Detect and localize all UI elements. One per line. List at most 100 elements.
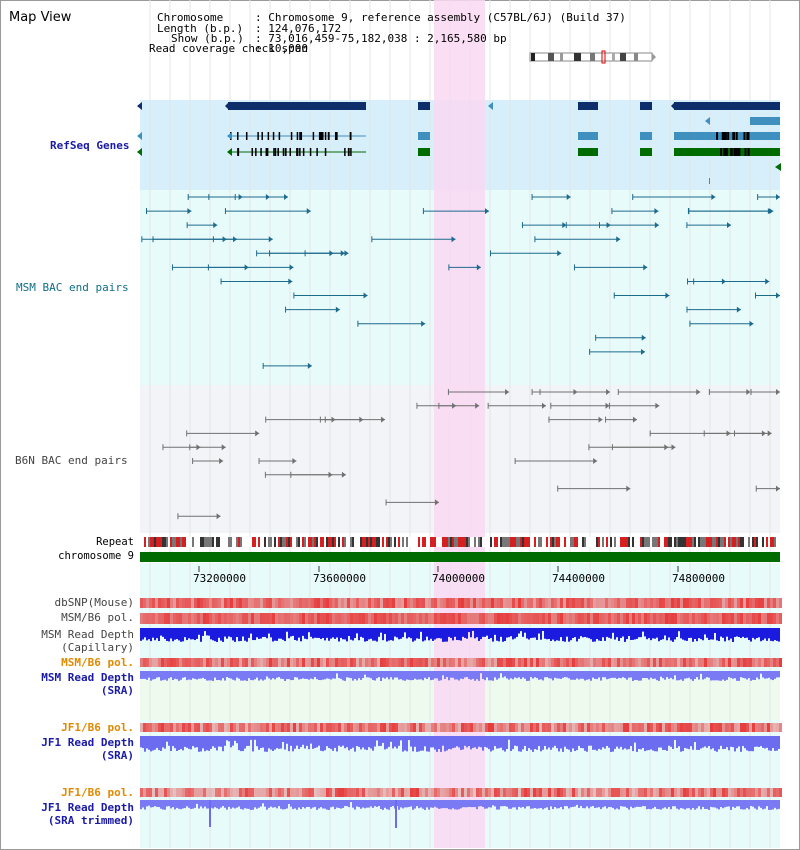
b6n-bac-label[interactable]: B6N BAC end pairs xyxy=(15,454,128,467)
repeat-mark xyxy=(494,537,496,547)
bac-end xyxy=(284,194,289,200)
heat-cell xyxy=(755,723,758,732)
repeat-mark xyxy=(232,537,234,547)
heat-cell xyxy=(251,598,254,608)
heat-cell xyxy=(191,723,194,732)
heat-cell xyxy=(467,598,470,608)
depth-bar xyxy=(164,800,166,810)
depth-bar xyxy=(350,671,352,679)
heat-cell xyxy=(374,598,377,608)
heat-cell xyxy=(650,723,653,732)
depth-bar xyxy=(746,800,748,809)
depth-bar xyxy=(420,736,422,751)
heat-cell xyxy=(710,658,713,667)
heat-cell xyxy=(431,723,434,732)
depth-bar xyxy=(362,800,364,808)
heat-cell xyxy=(317,613,320,624)
heat-cell xyxy=(254,723,257,732)
heat-cell xyxy=(395,723,398,732)
depth-bar xyxy=(176,800,178,808)
depth-bar xyxy=(596,736,598,751)
depth-bar xyxy=(446,628,448,642)
depth-bar xyxy=(180,736,182,749)
msm-depth-sra-sub: (SRA) xyxy=(100,684,134,697)
depth-bar xyxy=(710,800,712,807)
heat-cell xyxy=(704,613,707,624)
heat-cell xyxy=(329,788,332,797)
heat-cell xyxy=(689,788,692,797)
heat-cell xyxy=(761,598,764,608)
heat-cell xyxy=(359,723,362,732)
repeat-mark xyxy=(262,537,264,547)
repeat-mark xyxy=(392,537,394,547)
depth-bar xyxy=(506,671,508,679)
heat-cell xyxy=(269,723,272,732)
depth-bar xyxy=(382,671,384,678)
repeat-mark xyxy=(754,537,756,547)
heat-cell xyxy=(716,658,719,667)
refseq-genes-label[interactable]: RefSeq Genes xyxy=(50,139,130,152)
heat-cell xyxy=(209,723,212,732)
heat-cell xyxy=(188,723,191,732)
heat-cell xyxy=(530,788,533,797)
heat-cell xyxy=(410,598,413,608)
heat-cell xyxy=(674,788,677,797)
depth-bar xyxy=(526,628,528,639)
depth-bar xyxy=(682,628,684,640)
heat-cell xyxy=(155,658,158,667)
depth-bar xyxy=(564,671,566,678)
depth-bar xyxy=(620,736,622,747)
heat-cell xyxy=(464,723,467,732)
heat-cell xyxy=(641,788,644,797)
depth-bar xyxy=(204,671,206,679)
depth-bar xyxy=(652,628,654,639)
depth-bar xyxy=(434,628,436,640)
depth-bar xyxy=(558,800,560,809)
heat-cell xyxy=(146,613,149,624)
heat-cell xyxy=(527,613,530,624)
heat-cell xyxy=(710,788,713,797)
depth-bar xyxy=(646,671,648,679)
depth-bar xyxy=(442,736,444,746)
heat-cell xyxy=(446,788,449,797)
repeat-mark xyxy=(650,537,652,547)
heat-cell xyxy=(509,788,512,797)
depth-bar xyxy=(400,736,402,741)
repeat-mark xyxy=(306,537,308,547)
depth-bar xyxy=(142,628,144,640)
heat-cell xyxy=(725,658,728,667)
depth-bar xyxy=(534,800,536,808)
repeat-mark xyxy=(400,537,402,547)
heat-cell xyxy=(392,723,395,732)
depth-bar xyxy=(292,800,294,810)
depth-bar xyxy=(778,628,780,642)
heat-cell xyxy=(530,723,533,732)
repeat-mark xyxy=(480,537,482,547)
depth-bar xyxy=(656,671,658,681)
depth-bar xyxy=(480,800,482,807)
depth-bar xyxy=(244,628,246,641)
heat-cell xyxy=(470,658,473,667)
heat-cell xyxy=(749,598,752,608)
depth-bar xyxy=(344,671,346,681)
depth-bar xyxy=(574,671,576,680)
msm-bac-label[interactable]: MSM BAC end pairs xyxy=(16,281,129,294)
gene-arrow xyxy=(227,148,232,156)
depth-bar xyxy=(650,671,652,678)
depth-bar xyxy=(156,671,158,678)
depth-bar xyxy=(526,800,528,807)
heat-cell xyxy=(485,658,488,667)
repeat-mark xyxy=(478,537,480,547)
heat-cell xyxy=(299,613,302,624)
bac-end xyxy=(219,458,224,464)
heat-cell xyxy=(506,788,509,797)
bac-end xyxy=(363,292,368,299)
depth-bar xyxy=(556,736,558,749)
heat-cell xyxy=(314,788,317,797)
heat-cell xyxy=(155,788,158,797)
repeat-mark xyxy=(420,537,422,547)
heat-cell xyxy=(563,788,566,797)
heat-cell xyxy=(188,658,191,667)
heat-cell xyxy=(368,613,371,624)
repeat-mark xyxy=(396,537,398,547)
